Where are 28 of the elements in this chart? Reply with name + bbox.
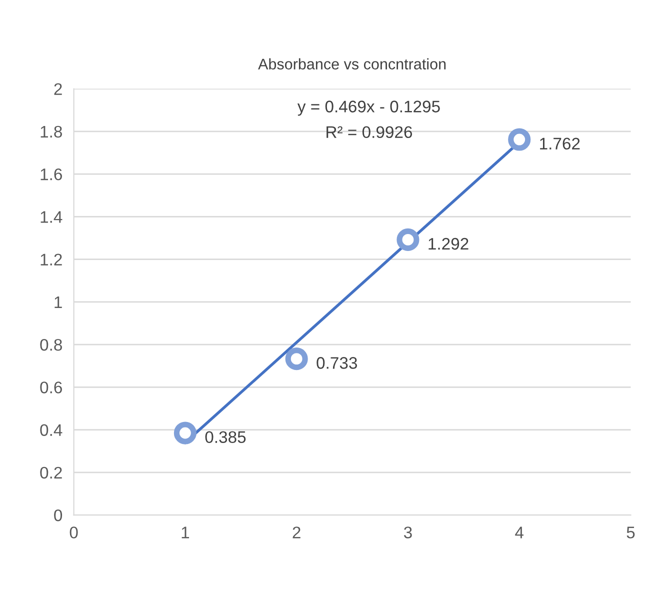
annotation: R² = 0.9926 <box>326 126 412 138</box>
point <box>508 128 531 151</box>
y-tick-label: 1.4 <box>40 211 62 223</box>
point <box>174 422 196 444</box>
point <box>396 228 420 251</box>
data-label: 0.733 <box>316 357 357 369</box>
data-label: 1.762 <box>540 138 580 150</box>
x-tick-label: 1 <box>182 526 190 538</box>
y-tick-label: 1.2 <box>40 254 62 266</box>
y-tick-label: 0.8 <box>40 338 62 351</box>
x-tick-label: 4 <box>515 526 524 538</box>
data-label: 1.292 <box>428 238 468 250</box>
y-tick-label: 0.6 <box>40 382 62 394</box>
chart-title: Absorbance vs concntration <box>258 58 446 70</box>
y-tick-label: 0.4 <box>40 424 62 436</box>
x-tick-label: 2 <box>292 526 300 538</box>
y-tick-label: 0 <box>54 509 62 522</box>
y-tick-label: 1.8 <box>40 126 62 138</box>
x-tick-label: 3 <box>404 526 412 538</box>
y-tick-label: 0.2 <box>40 466 62 479</box>
y-tick-label: 2 <box>54 83 62 95</box>
annotation: y = 0.469x - 0.1295 <box>297 100 440 116</box>
y-tick-label: 1 <box>54 296 62 308</box>
x-tick-label: 5 <box>626 526 635 538</box>
x-tick-label: 0 <box>70 526 78 538</box>
point <box>285 348 308 370</box>
y-tick-label: 1.6 <box>40 168 62 180</box>
data-label: 0.385 <box>205 431 246 444</box>
